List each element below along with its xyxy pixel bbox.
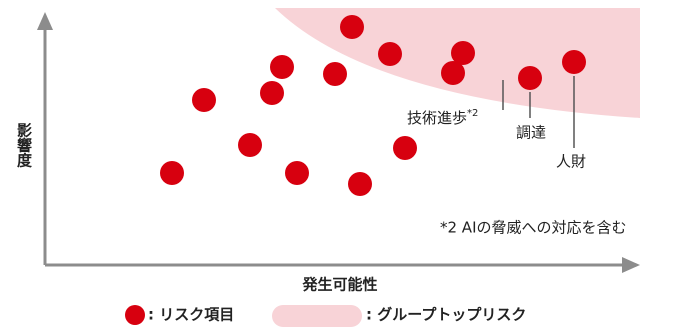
risk-label: 技術進歩*2 bbox=[407, 108, 478, 127]
risk-dot bbox=[160, 161, 184, 185]
risk-dot bbox=[340, 15, 364, 39]
risk-dot bbox=[323, 62, 347, 86]
y-arrow bbox=[37, 12, 53, 30]
x-axis-label: 発生可能性 bbox=[301, 276, 377, 294]
leader-lines bbox=[502, 76, 575, 148]
risk-dot bbox=[238, 133, 262, 157]
risk-label: 人財 bbox=[556, 153, 586, 171]
risk-dot bbox=[451, 41, 475, 65]
risk-dots bbox=[160, 15, 586, 196]
legend-dot bbox=[125, 305, 145, 325]
footnote: *2 AIの脅威への対応を含む bbox=[440, 219, 627, 237]
risk-dot bbox=[441, 61, 465, 85]
risk-dot bbox=[562, 50, 586, 74]
risk-dot bbox=[270, 55, 294, 79]
axes bbox=[43, 26, 625, 267]
legend-label: : グループトップリスク bbox=[366, 306, 526, 324]
risk-label-text: 技術進歩 bbox=[407, 109, 467, 127]
risk-dot bbox=[393, 136, 417, 160]
risk-dot bbox=[378, 42, 402, 66]
risk-dot bbox=[260, 81, 284, 105]
y-axis-label: 影響度 bbox=[15, 123, 33, 169]
x-arrow bbox=[622, 257, 640, 273]
legend-label: : リスク項目 bbox=[148, 306, 234, 324]
legend-area bbox=[272, 305, 362, 327]
risk-dot bbox=[518, 66, 542, 90]
note-mark: *2 bbox=[467, 108, 478, 119]
risk-dot bbox=[192, 88, 216, 112]
risk-dot bbox=[348, 172, 372, 196]
risk-dot bbox=[285, 161, 309, 185]
risk-label: 調達 bbox=[516, 124, 546, 142]
